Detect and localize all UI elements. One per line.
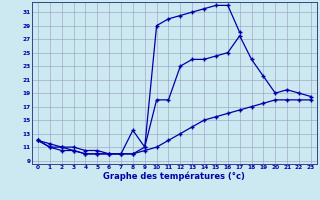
X-axis label: Graphe des températures (°c): Graphe des températures (°c) xyxy=(103,172,245,181)
